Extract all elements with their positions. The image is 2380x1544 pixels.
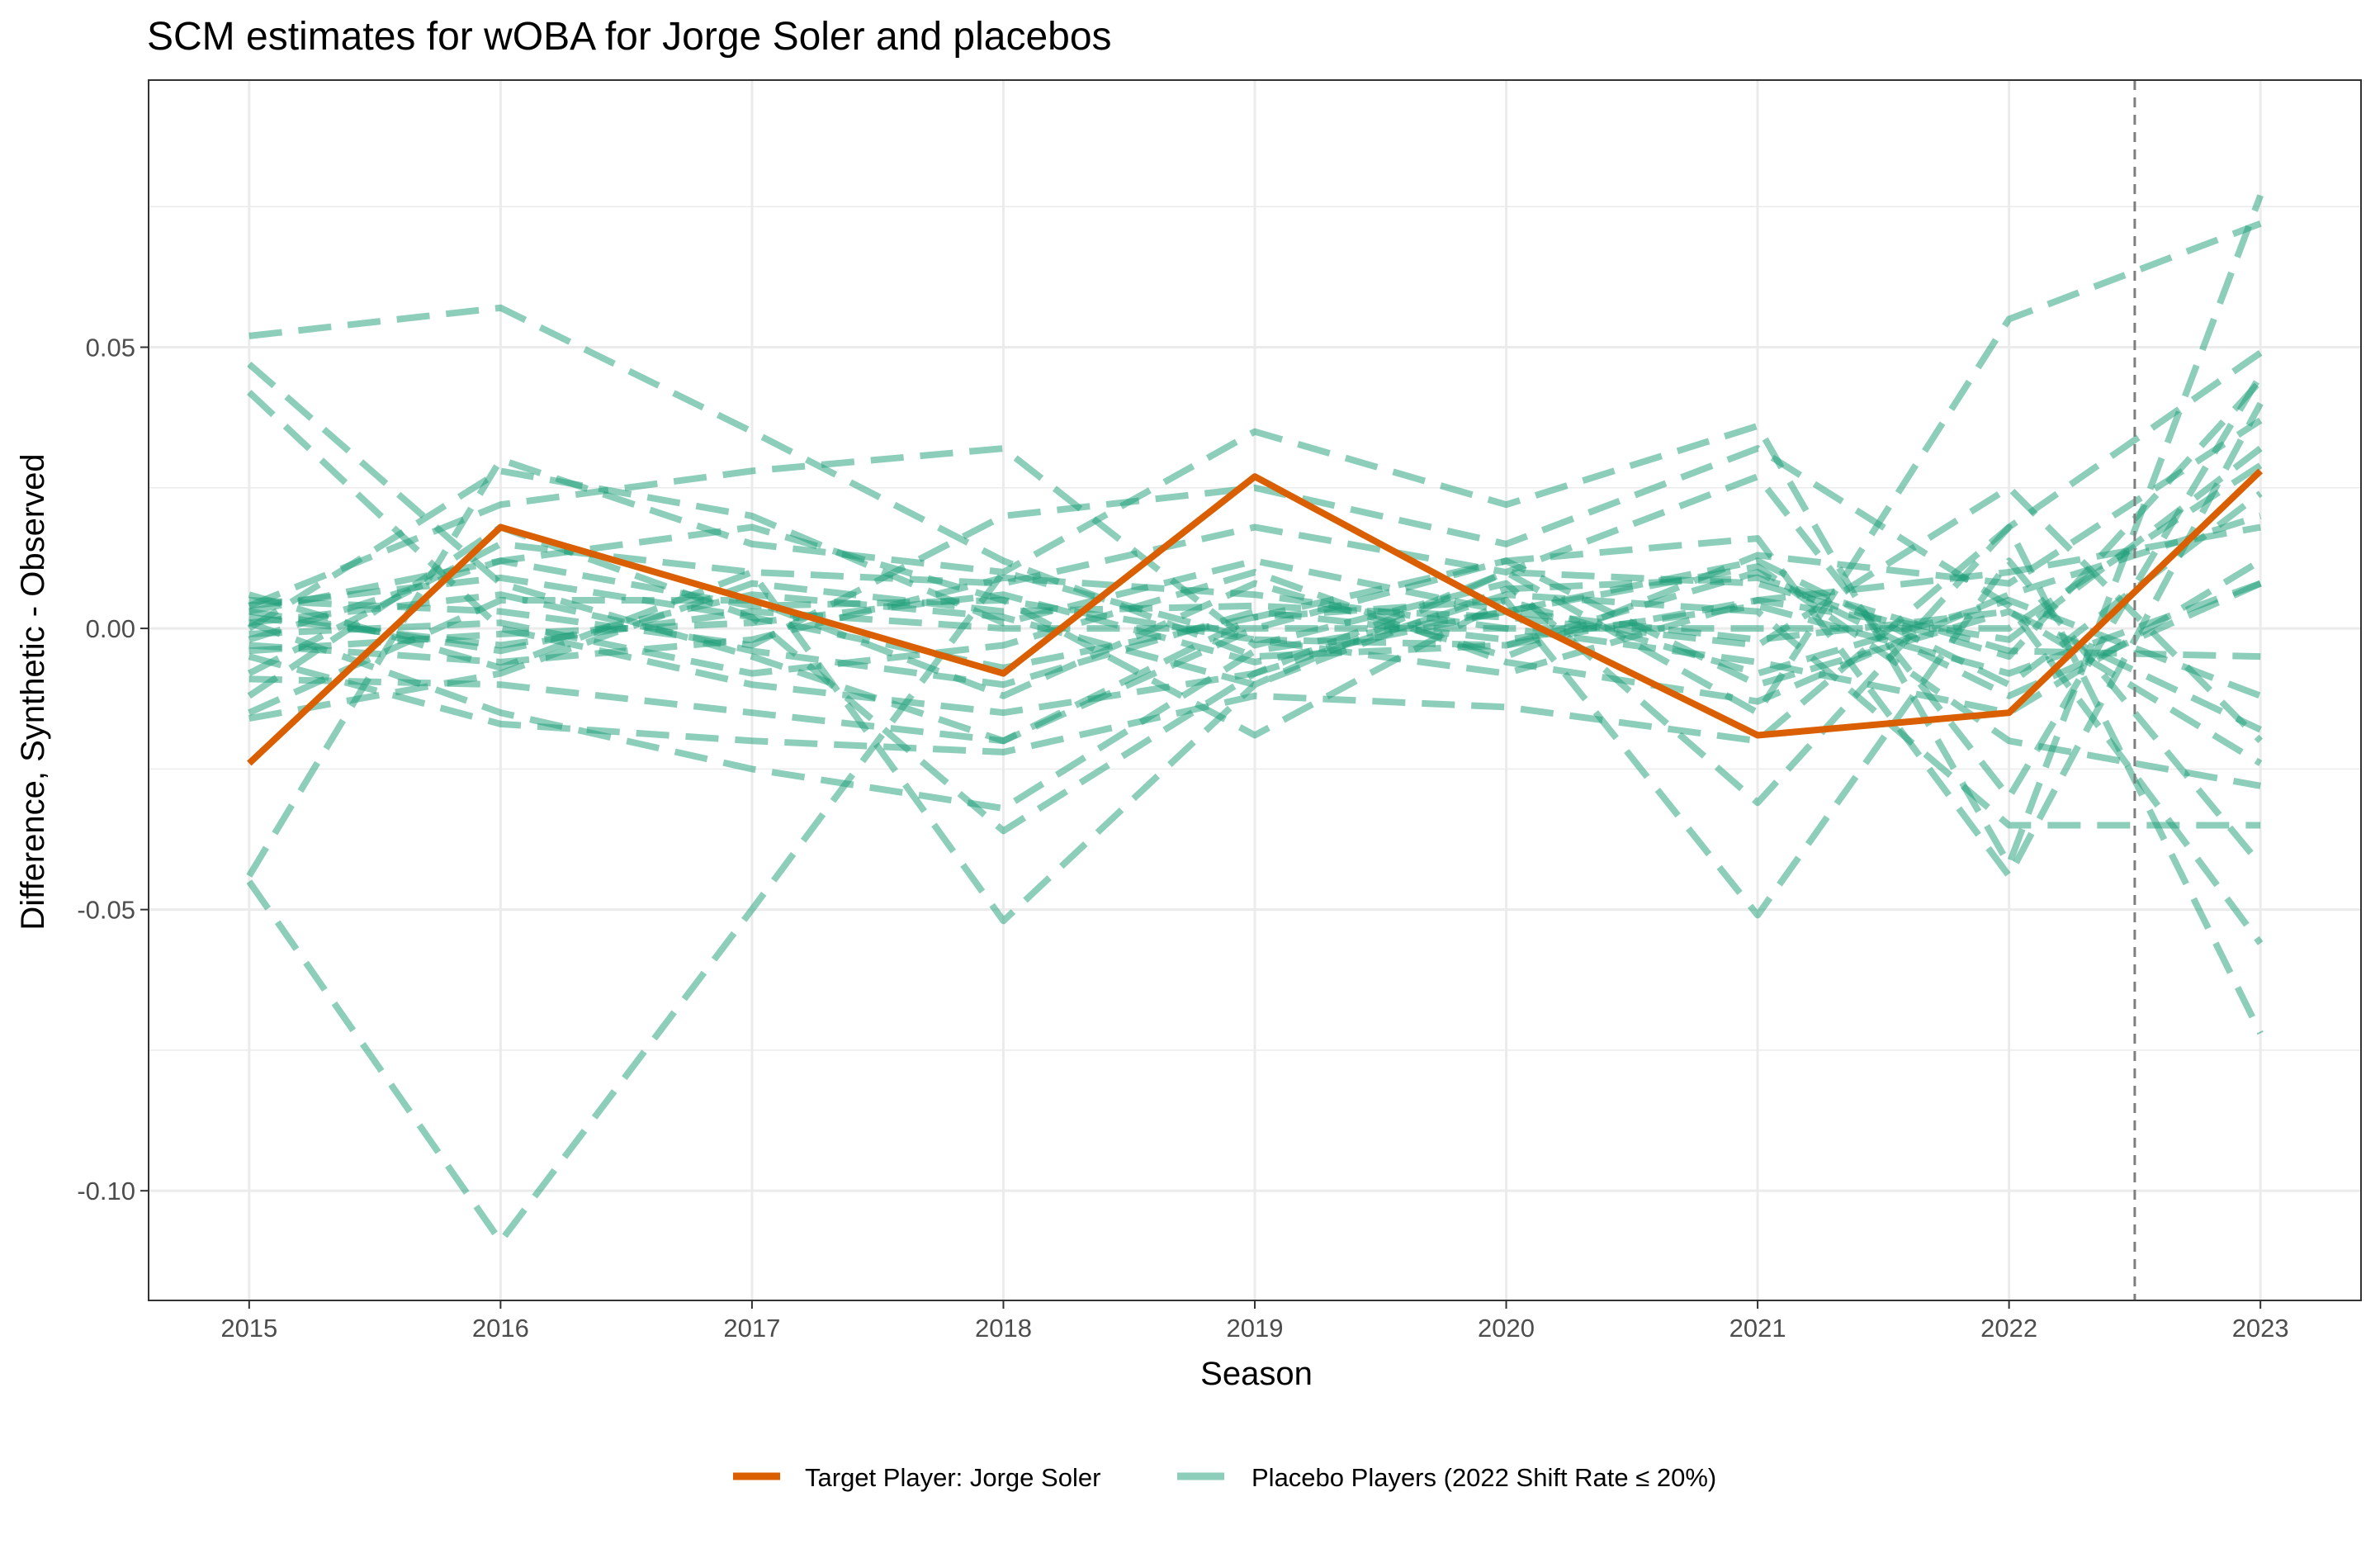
chart-title: SCM estimates for wOBA for Jorge Soler a… bbox=[147, 15, 1112, 59]
x-tick-label: 2015 bbox=[220, 1314, 277, 1343]
placebo-line-13 bbox=[247, 523, 2261, 835]
placebo-line-4 bbox=[246, 569, 2262, 1245]
x-tick-label: 2018 bbox=[975, 1314, 1032, 1343]
placebo-line-20 bbox=[248, 557, 2263, 717]
x-axis-title: Season bbox=[1200, 1356, 1313, 1392]
x-tick-label: 2016 bbox=[472, 1314, 529, 1343]
x-tick-label: 2017 bbox=[723, 1314, 780, 1343]
placebo-line-17 bbox=[248, 490, 2263, 812]
legend-label-placebo: Placebo Players (2022 Shift Rate ≤ 20%) bbox=[1252, 1463, 1716, 1492]
target-line-jorge-soler bbox=[247, 468, 2263, 766]
placebo-lines bbox=[246, 194, 2264, 1245]
grid-lines bbox=[149, 80, 2361, 1300]
placebo-line-22 bbox=[248, 513, 2262, 705]
x-tick-label: 2023 bbox=[2232, 1314, 2289, 1343]
placebo-line-21 bbox=[248, 574, 2262, 699]
placebo-line-25 bbox=[248, 591, 2262, 733]
legend-label-target: Target Player: Jorge Soler bbox=[805, 1463, 1100, 1492]
placebo-line-19 bbox=[248, 523, 2261, 677]
placebo-line-10 bbox=[248, 350, 2263, 755]
target-line-layer bbox=[247, 468, 2263, 766]
placebo-line-24 bbox=[248, 580, 2262, 689]
x-tick-label: 2022 bbox=[1980, 1314, 2037, 1343]
placebo-line-7 bbox=[248, 445, 2264, 945]
placebo-line-6 bbox=[248, 220, 2262, 925]
placebo-line-16 bbox=[248, 462, 2263, 649]
placebo-line-18 bbox=[247, 467, 2261, 789]
x-tick-label: 2020 bbox=[1478, 1314, 1535, 1343]
y-tick-label: -0.10 bbox=[77, 1177, 135, 1205]
x-tick-label: 2021 bbox=[1729, 1314, 1786, 1343]
y-axis-title: Difference, Synthetic - Observed bbox=[15, 453, 51, 930]
legend: Target Player: Jorge Soler Placebo Playe… bbox=[733, 1463, 1716, 1492]
x-axis-ticks: 2015 2016 2017 2018 2019 2020 2021 2022 2023 bbox=[220, 1300, 2289, 1343]
x-tick-label: 2019 bbox=[1227, 1314, 1284, 1343]
placebo-line-14 bbox=[248, 417, 2263, 716]
y-tick-label: 0.00 bbox=[86, 614, 135, 643]
y-axis-ticks: 0.05 0.00 -0.05 -0.10 bbox=[77, 334, 149, 1205]
y-tick-label: 0.05 bbox=[86, 334, 135, 362]
y-tick-label: -0.05 bbox=[77, 896, 135, 925]
